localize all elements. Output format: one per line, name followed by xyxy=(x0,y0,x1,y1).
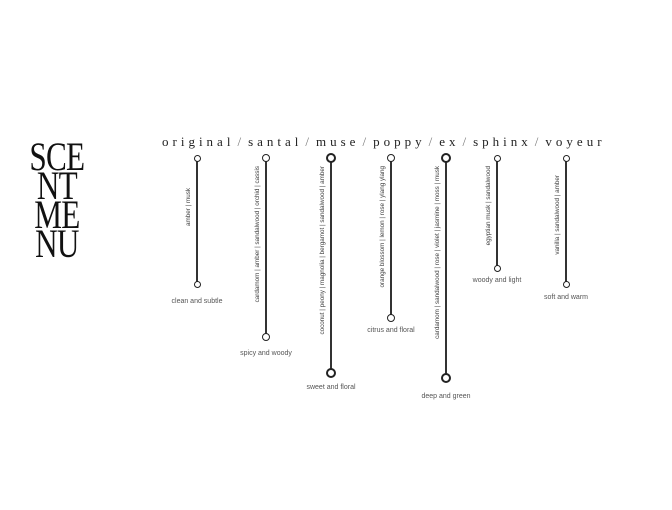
start-circle-icon xyxy=(493,154,501,162)
scent-notes: orange blossom | lemon | rose | ylang yl… xyxy=(379,166,386,288)
scent-notes: vanilla | sandalwood | amber xyxy=(554,175,561,255)
timeline-line xyxy=(565,158,567,284)
end-circle-icon xyxy=(262,333,270,341)
scent-name-voyeur[interactable]: voyeur xyxy=(545,134,606,149)
scent-name-santal[interactable]: santal xyxy=(248,134,303,149)
scent-notes: cardamom | amber | sandalwood | orchid |… xyxy=(254,166,261,303)
logo: SCE NT ME NU xyxy=(28,134,86,266)
scent-nav: original / santal / muse / poppy / ex / sphinx / voy… xyxy=(162,134,606,150)
timeline-line xyxy=(265,158,267,337)
start-circle-icon xyxy=(441,153,451,163)
logo-line: ME xyxy=(34,192,80,237)
scent-description: citrus and floral xyxy=(367,327,415,334)
end-circle-icon xyxy=(562,280,570,288)
scent-description: clean and subtle xyxy=(171,298,223,305)
separator: / xyxy=(462,134,467,149)
scent-description: soft and warm xyxy=(544,294,588,301)
start-circle-icon xyxy=(387,154,395,162)
end-circle-icon xyxy=(493,264,501,272)
scent-name-original[interactable]: original xyxy=(162,134,235,149)
separator: / xyxy=(428,134,433,149)
scent-notes: amber | musk xyxy=(185,188,192,227)
end-circle-icon xyxy=(326,368,336,378)
logo-line: NT xyxy=(36,163,78,208)
logo-line: NU xyxy=(35,221,79,266)
scent-notes: egyptian musk | sandalwood xyxy=(485,166,492,246)
start-circle-icon xyxy=(562,154,570,162)
end-circle-icon xyxy=(387,314,395,322)
scent-notes: cardamom | sandalwood | rose | violet | … xyxy=(434,166,441,339)
separator: / xyxy=(237,134,242,149)
scent-description: deep and green xyxy=(421,393,471,400)
start-circle-icon xyxy=(193,154,201,162)
logo-line: SCE xyxy=(29,134,85,179)
scent-notes: coconut | peony | magnolia | bergamot | … xyxy=(319,166,326,335)
timeline-line xyxy=(329,158,333,373)
scent-name-muse[interactable]: muse xyxy=(316,134,360,149)
separator: / xyxy=(534,134,539,149)
timeline-line xyxy=(390,158,392,318)
scent-description: spicy and woody xyxy=(240,350,292,357)
timeline-line xyxy=(496,158,498,268)
timeline-line xyxy=(444,158,448,378)
scent-description: sweet and floral xyxy=(306,384,356,391)
separator: / xyxy=(305,134,310,149)
scent-description: woody and light xyxy=(472,277,522,284)
start-circle-icon xyxy=(326,153,336,163)
scent-name-poppy[interactable]: poppy xyxy=(373,134,426,149)
scent-name-sphinx[interactable]: sphinx xyxy=(473,134,532,149)
end-circle-icon xyxy=(441,373,451,383)
timeline-line xyxy=(196,158,198,284)
scent-name-ex[interactable]: ex xyxy=(439,134,460,149)
end-circle-icon xyxy=(193,280,201,288)
start-circle-icon xyxy=(262,154,270,162)
separator: / xyxy=(362,134,367,149)
